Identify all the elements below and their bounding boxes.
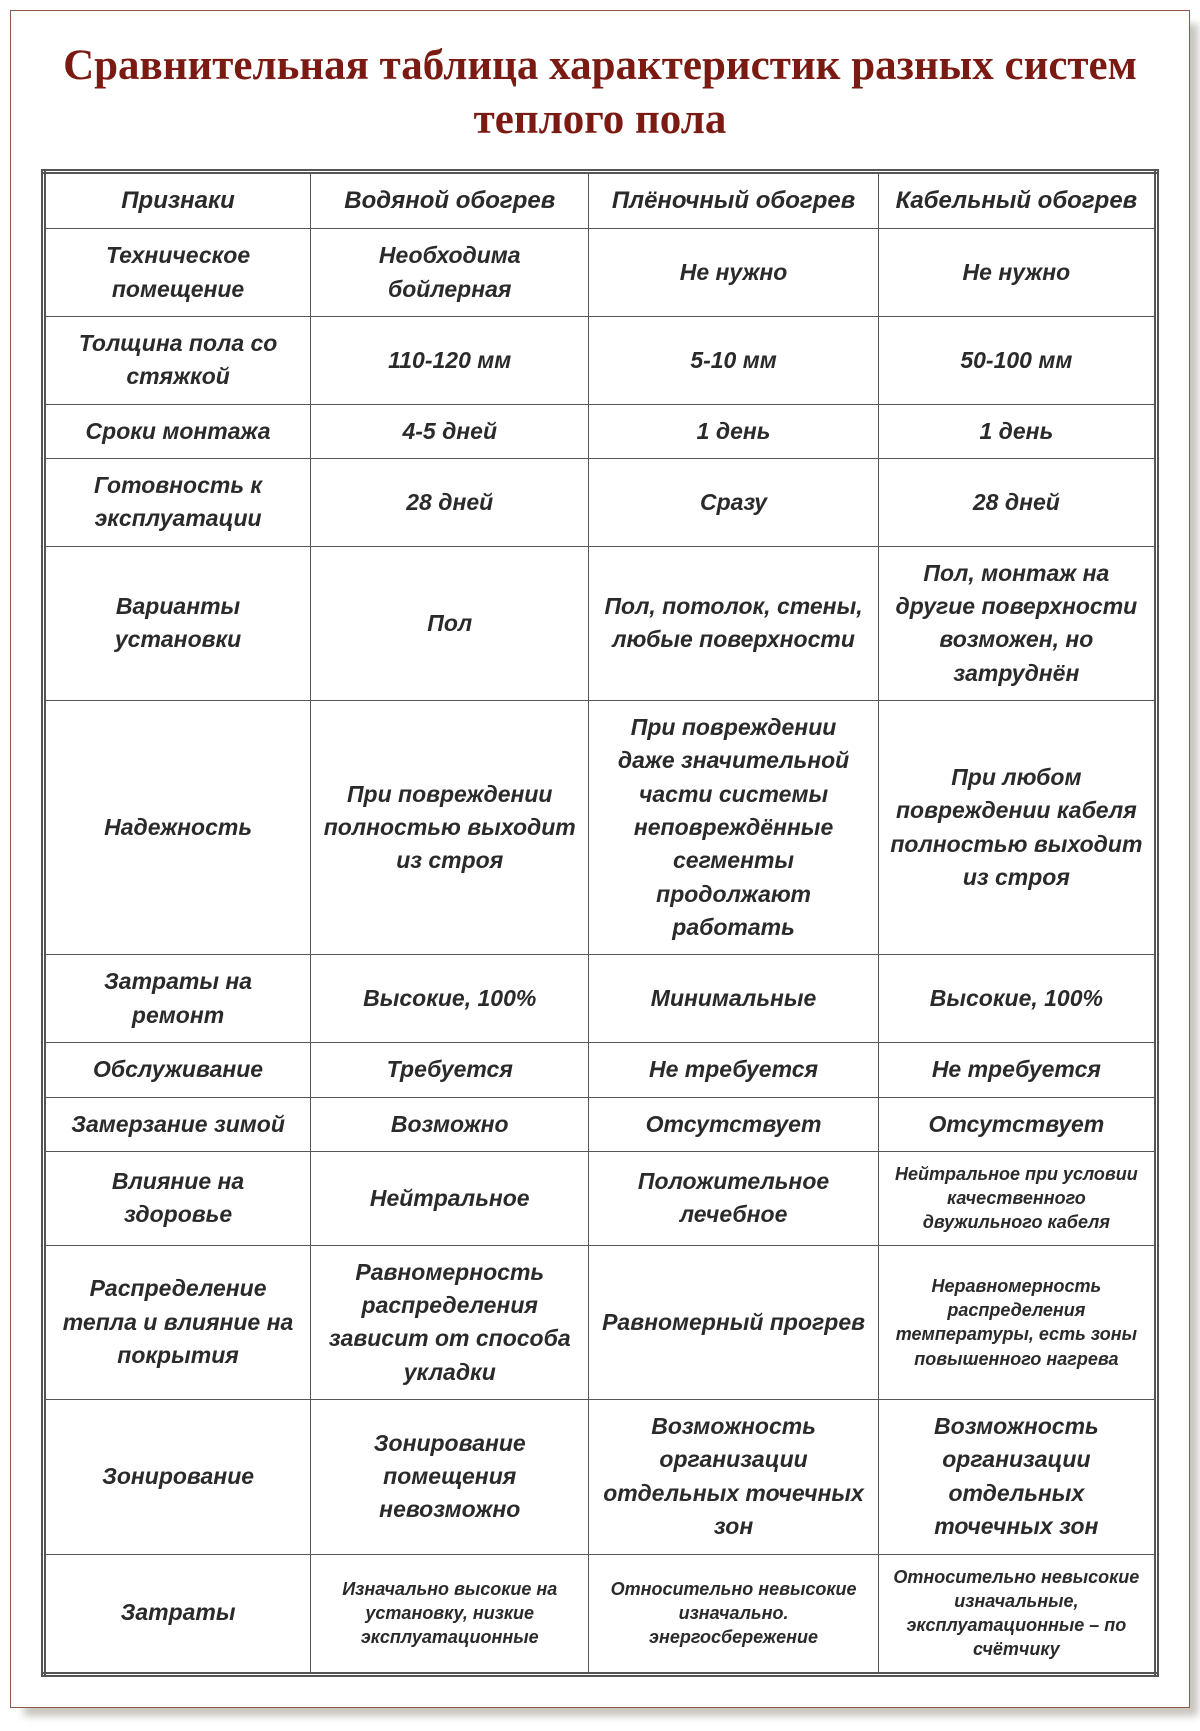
table-cell: Пол, монтаж на другие поверхности возмож… — [878, 546, 1156, 700]
table-cell: Влияние на здоровье — [44, 1151, 311, 1245]
table-cell: Высокие, 100% — [311, 955, 589, 1043]
table-cell: Требуется — [311, 1043, 589, 1097]
table-cell: Надежность — [44, 701, 311, 955]
table-cell: Возможно — [311, 1097, 589, 1151]
table-cell: Варианты установки — [44, 546, 311, 700]
table-cell: Нейтральное — [311, 1151, 589, 1245]
page: Сравнительная таблица характеристик разн… — [10, 10, 1190, 1708]
col-header-cable: Кабельный обогрев — [878, 171, 1156, 229]
col-header-film: Плёночный обогрев — [589, 171, 878, 229]
table-row: Замерзание зимойВозможноОтсутствуетОтсут… — [44, 1097, 1157, 1151]
table-cell: Обслуживание — [44, 1043, 311, 1097]
table-head: Признаки Водяной обогрев Плёночный обогр… — [44, 171, 1157, 229]
table-cell: Минимальные — [589, 955, 878, 1043]
table-cell: Возможность организации отдельных точечн… — [589, 1400, 878, 1554]
table-cell: При повреждении даже значительной части … — [589, 701, 878, 955]
col-header-water: Водяной обогрев — [311, 171, 589, 229]
page-title: Сравнительная таблица характеристик разн… — [41, 39, 1159, 147]
table-cell: Относительно невысокие изначально. энерг… — [589, 1554, 878, 1674]
table-header-row: Признаки Водяной обогрев Плёночный обогр… — [44, 171, 1157, 229]
table-cell: Высокие, 100% — [878, 955, 1156, 1043]
table-row: Готовность к эксплуатации28 днейСразу28 … — [44, 459, 1157, 547]
table-cell: При повреждении полностью выходит из стр… — [311, 701, 589, 955]
table-cell: Отсутствует — [589, 1097, 878, 1151]
col-header-feature: Признаки — [44, 171, 311, 229]
table-row: Толщина пола со стяжкой110-120 мм5-10 мм… — [44, 316, 1157, 404]
table-cell: Зонирование — [44, 1400, 311, 1554]
table-row: Варианты установкиПолПол, потолок, стены… — [44, 546, 1157, 700]
table-row: Распределение тепла и влияние на покрыти… — [44, 1245, 1157, 1399]
table-cell: Техническое помещение — [44, 229, 311, 317]
table-body: Техническое помещениеНеобходима бойлерна… — [44, 229, 1157, 1674]
table-cell: Готовность к эксплуатации — [44, 459, 311, 547]
table-cell: Затраты на ремонт — [44, 955, 311, 1043]
table-row: НадежностьПри повреждении полностью выхо… — [44, 701, 1157, 955]
comparison-table: Признаки Водяной обогрев Плёночный обогр… — [41, 169, 1159, 1677]
table-cell: 110-120 мм — [311, 316, 589, 404]
table-cell: Изначально высокие на установку, низкие … — [311, 1554, 589, 1674]
table-cell: Необходима бойлерная — [311, 229, 589, 317]
table-cell: Пол, потолок, стены, любые поверхности — [589, 546, 878, 700]
table-cell: Отсутствует — [878, 1097, 1156, 1151]
table-cell: Относительно невысокие изначальные, эксп… — [878, 1554, 1156, 1674]
table-cell: Не нужно — [878, 229, 1156, 317]
table-cell: Нейтральное при условии качественного дв… — [878, 1151, 1156, 1245]
table-cell: Возможность организации отдельных точечн… — [878, 1400, 1156, 1554]
table-cell: При любом повреждении кабеля полностью в… — [878, 701, 1156, 955]
table-cell: Пол — [311, 546, 589, 700]
table-cell: Неравномерность распределения температур… — [878, 1245, 1156, 1399]
table-cell: Сроки монтажа — [44, 404, 311, 458]
table-cell: Положительное лечебное — [589, 1151, 878, 1245]
table-cell: Равномерность распределения зависит от с… — [311, 1245, 589, 1399]
table-cell: 4-5 дней — [311, 404, 589, 458]
table-cell: Распределение тепла и влияние на покрыти… — [44, 1245, 311, 1399]
table-cell: 1 день — [589, 404, 878, 458]
table-cell: Не нужно — [589, 229, 878, 317]
table-row: ЗонированиеЗонирование помещения невозмо… — [44, 1400, 1157, 1554]
table-row: Техническое помещениеНеобходима бойлерна… — [44, 229, 1157, 317]
table-cell: 1 день — [878, 404, 1156, 458]
table-cell: Замерзание зимой — [44, 1097, 311, 1151]
table-cell: Не требуется — [589, 1043, 878, 1097]
table-row: ЗатратыИзначально высокие на установку, … — [44, 1554, 1157, 1674]
table-cell: Равномерный прогрев — [589, 1245, 878, 1399]
table-cell: Толщина пола со стяжкой — [44, 316, 311, 404]
table-cell: 28 дней — [311, 459, 589, 547]
table-cell: Зонирование помещения невозможно — [311, 1400, 589, 1554]
document-frame: Сравнительная таблица характеристик разн… — [10, 10, 1190, 1708]
table-row: Влияние на здоровьеНейтральноеПоложитель… — [44, 1151, 1157, 1245]
table-row: ОбслуживаниеТребуетсяНе требуетсяНе треб… — [44, 1043, 1157, 1097]
table-cell: Не требуется — [878, 1043, 1156, 1097]
table-cell: Сразу — [589, 459, 878, 547]
table-cell: 50-100 мм — [878, 316, 1156, 404]
table-row: Затраты на ремонтВысокие, 100%Минимальны… — [44, 955, 1157, 1043]
table-row: Сроки монтажа4-5 дней1 день1 день — [44, 404, 1157, 458]
table-cell: 5-10 мм — [589, 316, 878, 404]
table-cell: 28 дней — [878, 459, 1156, 547]
table-cell: Затраты — [44, 1554, 311, 1674]
